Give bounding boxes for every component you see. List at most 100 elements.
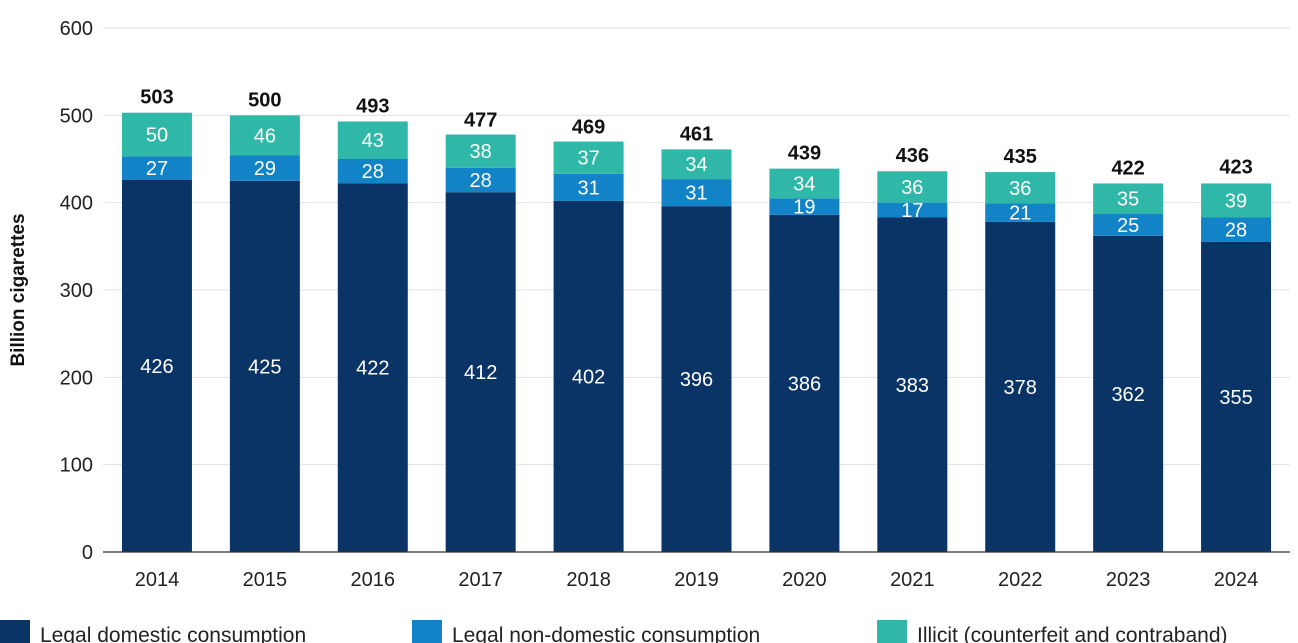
bar-segment-legal-domestic (985, 221, 1056, 552)
bar-segment-legal-domestic (877, 217, 948, 552)
legend-label: Legal domestic consumption (40, 624, 306, 643)
data-label: 21 (1009, 203, 1031, 225)
legend-label: Illicit (counterfeit and contraband) (917, 624, 1228, 643)
bar-segment-legal-domestic (553, 200, 624, 553)
y-tick-label: 200 (60, 367, 93, 389)
total-label: 436 (896, 145, 929, 167)
data-label: 28 (362, 161, 384, 183)
bar-segment-legal-non-domestic (121, 156, 192, 180)
bar-segment-illicit (661, 149, 732, 180)
x-tick-label: 2017 (458, 569, 503, 591)
bar-segment-legal-domestic (445, 192, 516, 553)
bar-group-2019: 396 31 34 461 (661, 123, 732, 552)
bar-segment-legal-domestic (121, 179, 192, 552)
data-label: 31 (685, 183, 707, 205)
bar-group-2018: 402 31 37 469 (553, 116, 624, 553)
data-label: 46 (254, 125, 276, 147)
total-label: 435 (1004, 146, 1037, 168)
data-label: 25 (1117, 215, 1139, 237)
bar-segment-legal-non-domestic (985, 203, 1056, 222)
total-label: 461 (680, 123, 713, 145)
x-tick-label: 2022 (998, 569, 1043, 591)
data-label: 28 (470, 170, 492, 192)
bar-group-2015: 425 29 46 500 (229, 89, 300, 553)
total-label: 493 (356, 95, 389, 117)
data-label: 422 (356, 358, 389, 380)
legend-item: Legal domestic consumption (0, 620, 306, 643)
bar-segment-legal-non-domestic (229, 155, 300, 181)
legend-item: Legal non-domestic consumption (412, 620, 760, 643)
bar-group-2014: 426 27 50 503 (121, 87, 192, 552)
legend-label: Legal non-domestic consumption (452, 624, 760, 643)
data-label: 19 (793, 197, 815, 219)
data-label: 378 (1004, 377, 1037, 399)
total-label: 469 (572, 116, 605, 138)
data-label: 17 (901, 200, 923, 222)
data-label: 31 (577, 177, 599, 199)
data-label: 355 (1219, 387, 1252, 409)
total-label: 500 (248, 89, 281, 111)
bar-group-2017: 412 28 38 477 (445, 109, 516, 553)
x-tick-label: 2016 (351, 569, 396, 591)
bar-segment-illicit (769, 168, 840, 199)
data-label: 426 (140, 356, 173, 378)
y-axis-ticks: 0 100 200 300 400 500 600 (60, 18, 93, 564)
bar-segment-illicit (1093, 183, 1164, 215)
total-label: 423 (1219, 157, 1252, 179)
bar-segment-legal-non-domestic (769, 198, 840, 215)
y-tick-label: 0 (82, 542, 93, 564)
x-tick-label: 2015 (243, 569, 288, 591)
data-label: 36 (901, 177, 923, 199)
data-label: 35 (1117, 189, 1139, 211)
x-tick-label: 2019 (674, 569, 719, 591)
bar-segment-legal-domestic (1201, 241, 1272, 552)
legend-swatch (0, 620, 30, 643)
bar-segment-legal-non-domestic (1093, 214, 1164, 236)
y-tick-label: 100 (60, 455, 93, 477)
bar-group-2024: 355 28 39 423 (1201, 157, 1272, 552)
bar-segment-legal-domestic (229, 180, 300, 553)
y-axis-label: Billion cigarettes (8, 213, 29, 366)
bar-segment-illicit (553, 141, 624, 174)
data-label: 28 (1225, 220, 1247, 242)
bar-segment-legal-domestic (1093, 235, 1164, 552)
x-axis-ticks: 2014 2015 2016 2017 2018 2019 2020 2021 2022 2023… (135, 569, 1259, 591)
bar-segment-illicit (445, 134, 516, 168)
data-label: 425 (248, 356, 281, 378)
data-label: 402 (572, 366, 605, 388)
x-tick-label: 2024 (1214, 569, 1259, 591)
data-label: 396 (680, 369, 713, 391)
x-tick-label: 2014 (135, 569, 180, 591)
bar-segment-legal-domestic (661, 206, 732, 552)
legend: Legal domestic consumption Legal non-dome… (0, 620, 1228, 643)
x-tick-label: 2021 (890, 569, 935, 591)
y-tick-label: 600 (60, 18, 93, 40)
data-label: 43 (362, 130, 384, 152)
data-label: 27 (146, 158, 168, 180)
x-tick-label: 2023 (1106, 569, 1151, 591)
total-label: 477 (464, 109, 497, 131)
bar-segment-legal-non-domestic (553, 173, 624, 201)
data-label: 50 (146, 125, 168, 147)
y-tick-label: 300 (60, 280, 93, 302)
legend-item: Illicit (counterfeit and contraband) (877, 620, 1228, 643)
data-label: 362 (1111, 384, 1144, 406)
x-tick-label: 2018 (566, 569, 611, 591)
bar-group-2016: 422 28 43 493 (337, 95, 408, 552)
bar-segment-legal-domestic (769, 214, 840, 553)
bar-segment-illicit (337, 121, 408, 159)
bar-segment-legal-non-domestic (877, 202, 948, 218)
bar-segment-legal-domestic (337, 183, 408, 552)
legend-swatch (412, 620, 442, 643)
bar-segment-illicit (1201, 183, 1272, 218)
bar-segment-illicit (121, 112, 192, 157)
bar-segment-illicit (877, 171, 948, 203)
total-label: 439 (788, 143, 821, 165)
y-tick-label: 400 (60, 193, 93, 215)
data-label: 383 (896, 375, 929, 397)
bar-segment-illicit (985, 172, 1056, 204)
